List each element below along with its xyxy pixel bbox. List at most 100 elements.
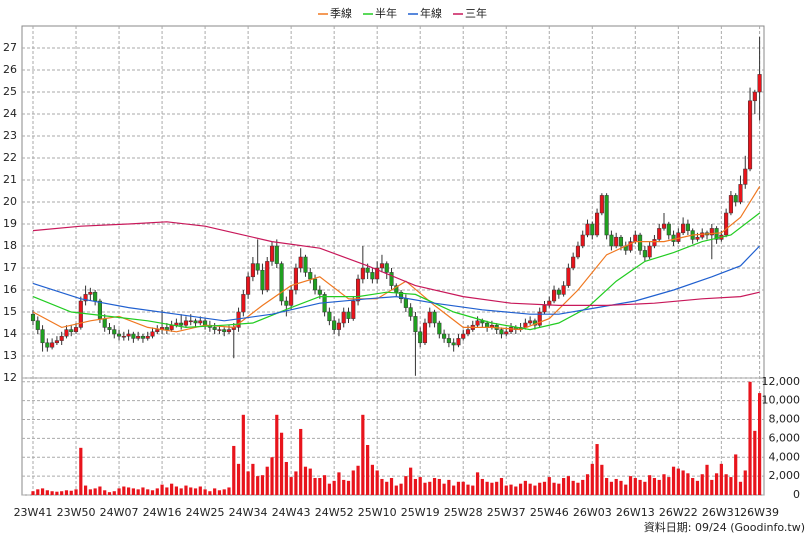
volume-bar (585, 474, 590, 495)
candle-body (537, 311, 542, 326)
plot-frame (21, 25, 765, 496)
volume-bar (45, 490, 49, 495)
volume-bar (246, 471, 250, 495)
y2-tick-label: 12,000 (762, 375, 801, 388)
volume-bar (165, 487, 169, 495)
candle-body (408, 307, 413, 317)
legend-label: 季線 (330, 6, 352, 20)
volume-bar (571, 480, 575, 495)
volume-bar (676, 468, 680, 495)
volume-bar (748, 381, 752, 495)
candle-body (676, 232, 681, 242)
candle-body (150, 331, 155, 337)
y2-tick-label: 8,000 (769, 413, 801, 426)
candle-body (179, 322, 184, 326)
volume-bar (64, 490, 69, 495)
candle-body (203, 320, 208, 326)
candle-body (499, 329, 504, 335)
candle-body (384, 263, 389, 273)
volume-bar (480, 478, 484, 495)
x-tick-label: 24W52 (315, 506, 354, 519)
candle-body (700, 232, 705, 238)
volume-bar (136, 489, 140, 495)
candle-body (642, 250, 647, 258)
volume-bar (36, 489, 40, 495)
volume-bar (724, 474, 728, 495)
volume-bar (69, 490, 73, 495)
volume-bar (93, 488, 97, 495)
candle-body (551, 289, 557, 302)
candle-body (451, 342, 456, 346)
y2-tick-label: 6,000 (769, 431, 801, 444)
candle-body (752, 91, 757, 102)
candle-body (599, 195, 604, 214)
volume-bar (322, 475, 327, 495)
volume-bar (461, 481, 465, 495)
volume-bar (428, 481, 432, 495)
volume-bar (83, 485, 88, 495)
x-tick-label: 23W41 (14, 506, 53, 519)
volume-bar (179, 488, 183, 495)
candle-body (317, 289, 322, 295)
candle-body (145, 335, 150, 339)
candle-body (709, 228, 714, 236)
volume-bar (146, 489, 150, 495)
volume-bar (533, 485, 537, 495)
volume-bar (236, 463, 241, 495)
candle-body (260, 269, 265, 291)
volume-bar (351, 470, 355, 495)
volume-bar (447, 479, 451, 495)
x-tick-label: 24W25 (186, 506, 225, 519)
candle-body (403, 298, 408, 308)
volume-bar (609, 481, 614, 495)
volume-bar (313, 478, 317, 495)
volume-bar (719, 463, 723, 495)
ma-line (32, 245, 761, 322)
candle-body (628, 241, 633, 251)
candle-body (394, 285, 399, 293)
volume-bar (141, 487, 145, 495)
volume-bar (691, 478, 695, 495)
legend-label: 年線 (420, 6, 442, 20)
candle-body (614, 236, 619, 247)
x-tick-label: 26W03 (573, 506, 612, 519)
candle-body (356, 278, 361, 302)
volume-bar (523, 480, 527, 495)
candle-body (346, 311, 351, 319)
volume-bar (332, 480, 336, 495)
volume-bar (275, 414, 279, 495)
candle-body (365, 267, 370, 273)
volume-bar (686, 473, 690, 495)
candle-body (50, 342, 55, 348)
candle-body (542, 305, 547, 313)
volume-bar (227, 487, 231, 495)
candle-body (246, 276, 251, 295)
y-tick-label: 22 (3, 151, 17, 164)
candle-body (269, 245, 275, 262)
volume-bar (107, 492, 112, 495)
volume-bar (562, 478, 566, 495)
volume-bar (251, 463, 255, 495)
candle-body (446, 338, 451, 344)
candle-body (64, 329, 69, 337)
y-tick-label: 18 (3, 239, 17, 252)
x-tick-label: 25W19 (401, 506, 440, 519)
volume-bar (624, 484, 628, 495)
volume-bar (595, 444, 599, 495)
volume-bar (389, 478, 394, 495)
candle-body (724, 212, 729, 236)
volume-bar (528, 483, 532, 495)
candle-body (747, 100, 753, 170)
candle-body (174, 322, 179, 326)
volume-bar (648, 475, 652, 495)
volume-bar (643, 481, 647, 495)
candle-body (193, 320, 198, 324)
volume-bar (222, 489, 226, 495)
candle-body (685, 223, 690, 231)
candle-body (222, 329, 227, 333)
x-tick-label: 24W43 (272, 506, 311, 519)
volume-bar (74, 489, 78, 495)
candle-body (728, 195, 733, 214)
volume-bar (31, 491, 35, 495)
volume-bar (299, 428, 303, 495)
